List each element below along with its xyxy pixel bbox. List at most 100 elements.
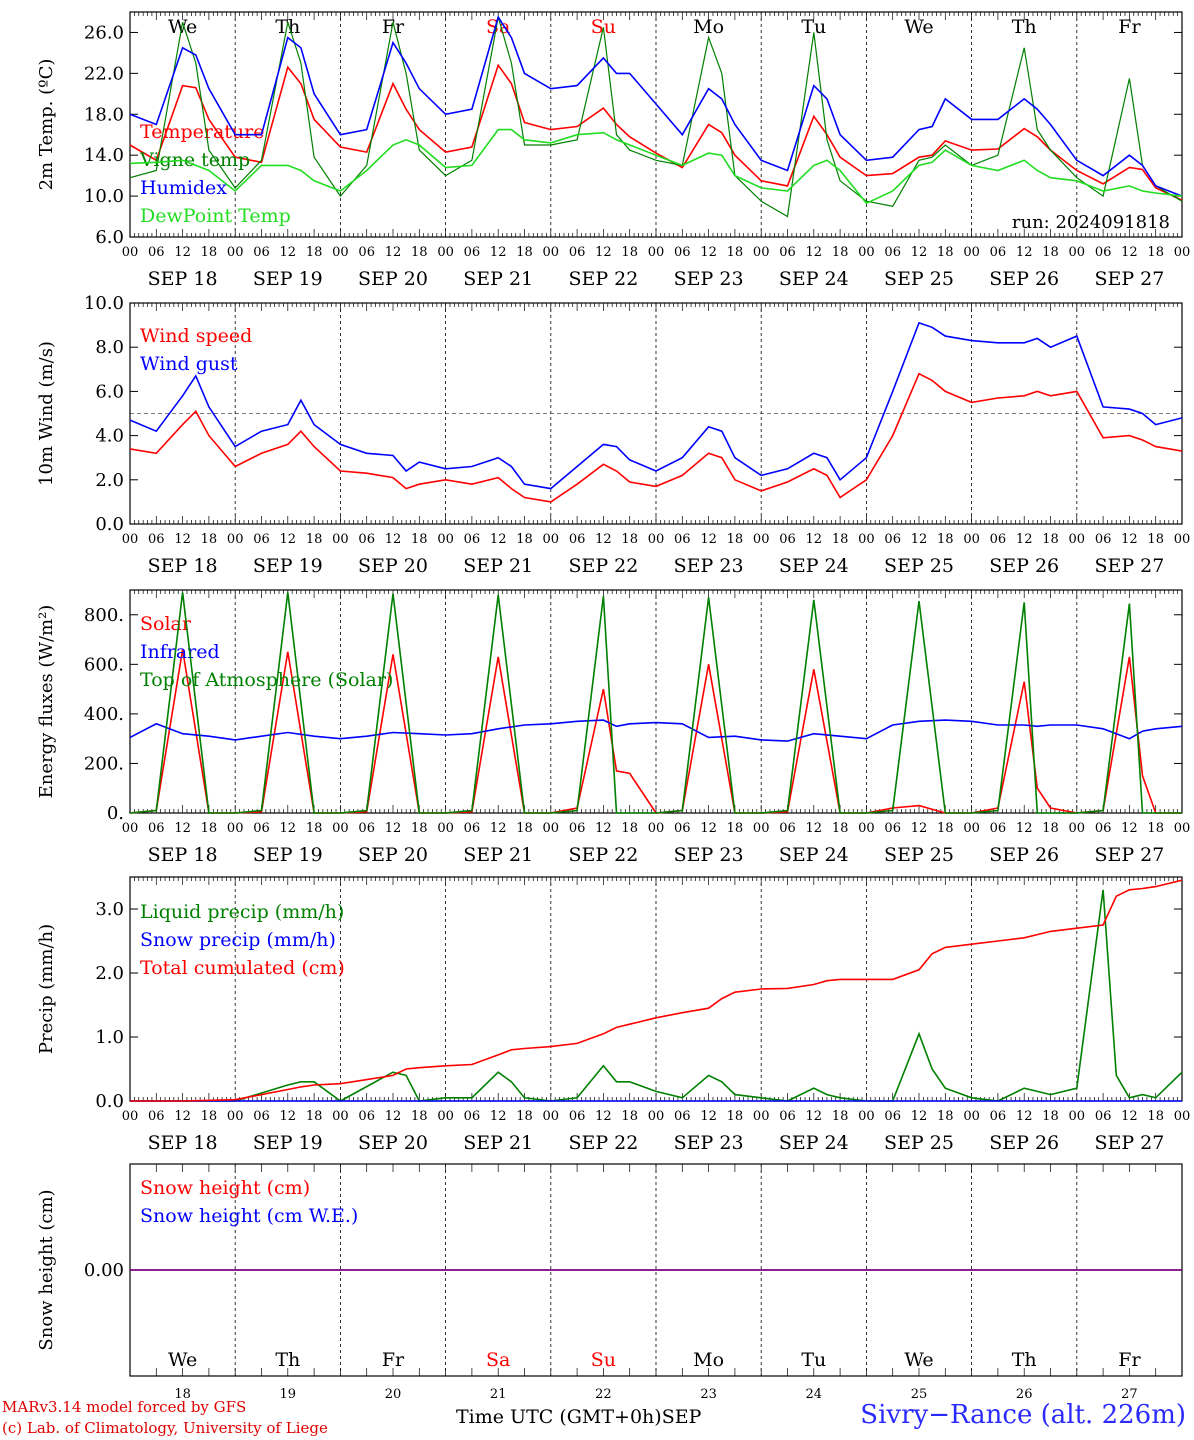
- hour-tick-label: 18: [937, 1109, 954, 1124]
- day-name-label: Th: [275, 1349, 300, 1371]
- hour-tick-label: 12: [1121, 821, 1138, 836]
- hour-tick-label: 06: [569, 532, 586, 547]
- hour-tick-label: 00: [753, 821, 770, 836]
- hour-tick-label: 18: [1042, 821, 1059, 836]
- hour-tick-label: 18: [832, 821, 849, 836]
- hour-tick-label: 00: [1069, 821, 1086, 836]
- date-label: SEP 25: [884, 268, 954, 290]
- date-label: SEP 22: [568, 844, 638, 866]
- date-label: SEP 21: [463, 1132, 533, 1154]
- hour-tick-label: 00: [1069, 1109, 1086, 1124]
- hour-tick-label: 12: [280, 821, 297, 836]
- day-name-label: We: [904, 1349, 933, 1371]
- day-number-label: 24: [806, 1387, 823, 1402]
- series-line-green: [129, 16, 1183, 218]
- hour-tick-label: 12: [806, 532, 823, 547]
- y-tick-label: 0.0: [95, 514, 124, 535]
- hour-tick-label: 06: [674, 821, 691, 836]
- hour-tick-label: 18: [306, 821, 323, 836]
- hour-tick-label: 00: [122, 1109, 139, 1124]
- hour-tick-label: 06: [674, 532, 691, 547]
- date-label: SEP 18: [148, 1132, 218, 1154]
- y-axis-label: 10m Wind (m/s): [36, 341, 57, 486]
- legend-entry: Snow height (cm W.E.): [140, 1205, 358, 1227]
- hour-tick-label: 12: [280, 1109, 297, 1124]
- day-name-label: Fr: [382, 1349, 405, 1371]
- y-tick-label: 800.: [84, 605, 124, 626]
- hour-tick-label: 18: [201, 1109, 218, 1124]
- hour-tick-label: 06: [358, 532, 375, 547]
- hour-tick-label: 06: [148, 245, 165, 260]
- y-tick-label: 2.0: [95, 470, 124, 491]
- date-label: SEP 23: [674, 268, 744, 290]
- legend-entry: Wind speed: [140, 325, 252, 347]
- y-tick-label: 2.0: [95, 963, 124, 984]
- hour-tick-label: 12: [911, 532, 928, 547]
- y-tick-label: 22.0: [84, 63, 124, 84]
- y-tick-label: 6.0: [95, 227, 124, 248]
- y-tick-label: 4.0: [95, 426, 124, 447]
- hour-tick-label: 06: [779, 532, 796, 547]
- date-label: SEP 25: [884, 844, 954, 866]
- date-label: SEP 24: [779, 555, 849, 577]
- date-label: SEP 22: [568, 268, 638, 290]
- y-axis-label: Energy fluxes (W/m²): [36, 605, 57, 799]
- legend-entry: Solar: [140, 613, 192, 635]
- legend-entry: Temperature: [140, 121, 264, 143]
- hour-tick-label: 12: [806, 245, 823, 260]
- hour-tick-label: 06: [779, 821, 796, 836]
- hour-tick-label: 18: [306, 1109, 323, 1124]
- series-line-green: [130, 889, 1183, 1102]
- hour-tick-label: 06: [674, 1109, 691, 1124]
- y-tick-label: 1.0: [95, 1027, 124, 1048]
- hour-tick-label: 00: [437, 532, 454, 547]
- day-number-label: 18: [174, 1387, 191, 1402]
- hour-tick-label: 06: [884, 245, 901, 260]
- day-name-label: We: [904, 16, 933, 38]
- hour-tick-label: 18: [727, 821, 744, 836]
- series-line-blue: [129, 15, 1183, 197]
- hour-tick-label: 00: [437, 1109, 454, 1124]
- hour-tick-label: 00: [437, 821, 454, 836]
- y-tick-label: 3.0: [95, 899, 124, 920]
- hour-tick-label: 12: [700, 245, 717, 260]
- hour-tick-label: 06: [464, 532, 481, 547]
- hour-tick-label: 18: [937, 532, 954, 547]
- hour-tick-label: 12: [595, 245, 612, 260]
- hour-tick-label: 00: [227, 1109, 244, 1124]
- day-name-label: Fr: [1118, 1349, 1141, 1371]
- hour-tick-label: 18: [516, 1109, 533, 1124]
- hour-tick-label: 12: [911, 1109, 928, 1124]
- date-label: SEP 22: [568, 555, 638, 577]
- hour-tick-label: 00: [963, 245, 980, 260]
- y-tick-label: 14.0: [84, 145, 124, 166]
- hour-tick-label: 18: [832, 1109, 849, 1124]
- legend-entry: DewPoint Temp: [140, 205, 291, 227]
- hour-tick-label: 06: [779, 245, 796, 260]
- hour-tick-label: 12: [280, 532, 297, 547]
- hour-tick-label: 12: [911, 245, 928, 260]
- day-name-label: Mo: [693, 1349, 724, 1371]
- hour-tick-label: 00: [858, 1109, 875, 1124]
- day-name-label: Su: [591, 1349, 616, 1371]
- hour-tick-label: 12: [385, 245, 402, 260]
- hour-tick-label: 06: [358, 245, 375, 260]
- hour-tick-label: 18: [621, 245, 638, 260]
- hour-tick-label: 06: [253, 1109, 270, 1124]
- day-name-label: Fr: [382, 16, 405, 38]
- chart-panel-2: 0.0 2.0 4.0 6.0 8.0 10.0 10m Wind (m/s) 00 06 12 1…: [36, 293, 1190, 577]
- hour-tick-label: 00: [648, 532, 665, 547]
- hour-tick-label: 18: [1042, 245, 1059, 260]
- y-tick-label: 0.0: [95, 1091, 124, 1112]
- series-line-blue: [129, 321, 1183, 490]
- hour-tick-label: 00: [963, 532, 980, 547]
- day-number-label: 20: [385, 1387, 402, 1402]
- hour-tick-label: 00: [963, 1109, 980, 1124]
- hour-tick-label: 00: [122, 532, 139, 547]
- hour-tick-label: 06: [1095, 245, 1112, 260]
- hour-tick-label: 18: [727, 1109, 744, 1124]
- hour-tick-label: 06: [990, 821, 1007, 836]
- hour-tick-label: 00: [753, 245, 770, 260]
- hour-tick-label: 12: [174, 532, 191, 547]
- legend-entry: Snow precip (mm/h): [140, 929, 336, 951]
